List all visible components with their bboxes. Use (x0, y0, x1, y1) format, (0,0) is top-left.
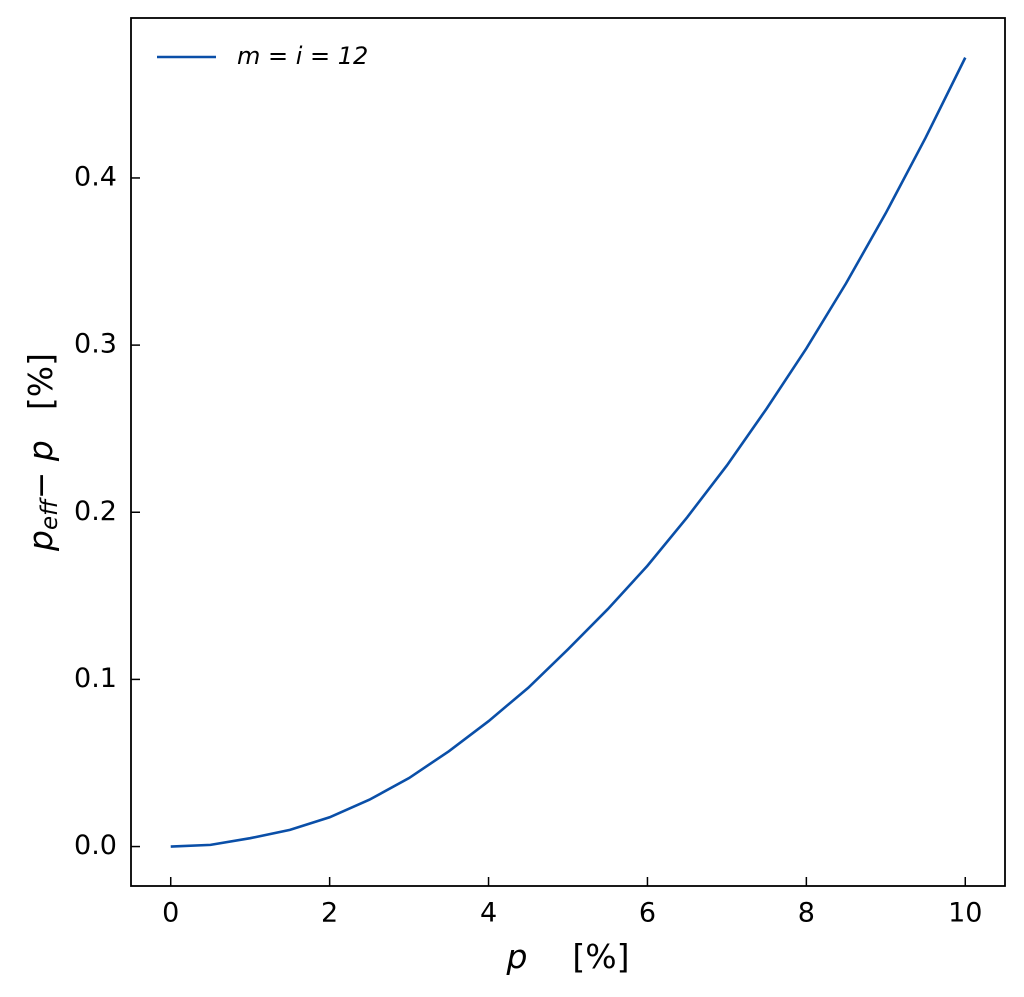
x-tick-label: 0 (162, 898, 179, 929)
y-tick-label: 0.0 (74, 830, 117, 861)
y-label-unit: [%] (21, 353, 60, 410)
y-tick-label: 0.4 (74, 161, 117, 192)
y-label-rest: − p (21, 440, 60, 499)
plot-frame (130, 17, 1006, 887)
x-tick-label: 6 (639, 898, 656, 929)
x-tick-label: 4 (480, 898, 497, 929)
y-tick-label: 0.2 (74, 496, 117, 527)
y-tick-label: 0.3 (74, 329, 117, 360)
x-tick-label: 2 (321, 898, 338, 929)
y-label-sub: eff (37, 497, 63, 530)
x-axis-label: p [%] (505, 937, 629, 976)
line-series (170, 57, 967, 848)
y-label-main: p (21, 530, 60, 552)
x-tick-label: 10 (948, 898, 982, 929)
y-axis-label: peff− p [%] (21, 353, 63, 552)
x-label-unit: [%] (572, 937, 629, 976)
x-label-main: p (505, 937, 527, 976)
x-tick-label: 8 (798, 898, 815, 929)
y-tick-label: 0.1 (74, 663, 117, 694)
legend-label: m = i = 12 (237, 42, 368, 70)
